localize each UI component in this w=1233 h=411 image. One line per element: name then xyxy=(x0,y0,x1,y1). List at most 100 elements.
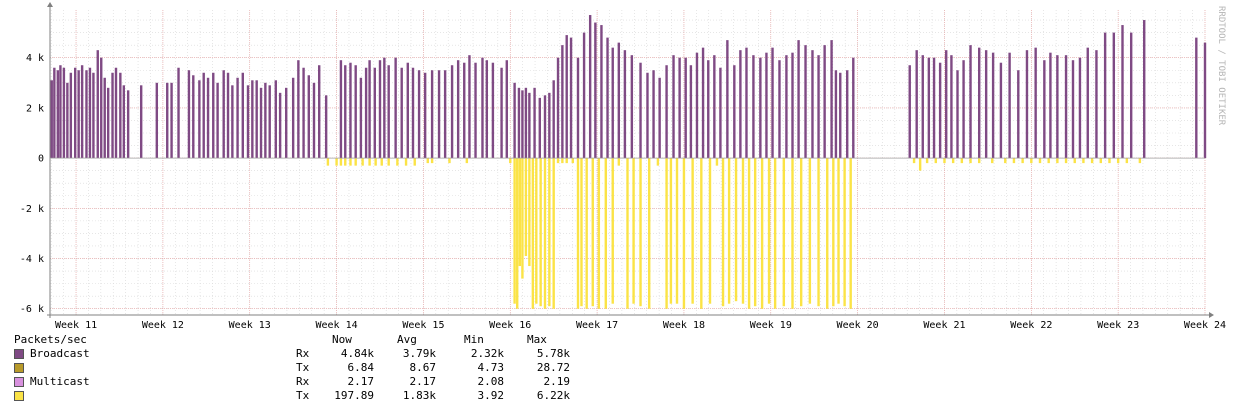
tx-bar xyxy=(799,158,803,307)
rx-bar xyxy=(852,57,855,159)
rx-bar xyxy=(1095,50,1098,159)
rx-bar xyxy=(485,60,489,159)
rx-bar xyxy=(344,65,347,159)
rx-bar xyxy=(513,82,516,159)
rx-bar xyxy=(302,67,305,159)
tx-bar xyxy=(960,158,964,164)
tx-bar xyxy=(767,158,771,304)
tx-bar xyxy=(354,158,357,166)
rx-bar xyxy=(77,70,80,159)
rx-bar xyxy=(62,67,66,159)
rx-bar xyxy=(187,70,191,159)
tx-bar xyxy=(339,158,343,166)
rx-bar xyxy=(582,32,586,159)
rx-bar xyxy=(565,35,568,159)
rx-bar xyxy=(437,70,441,159)
tx-bar xyxy=(817,158,820,307)
rx-bar xyxy=(481,57,484,159)
tx-bar xyxy=(426,158,429,164)
rx-bar xyxy=(927,57,931,159)
tx-bar xyxy=(715,158,719,166)
tx-bar xyxy=(1047,158,1050,164)
tx-bar xyxy=(782,158,786,307)
legend: Packets/sec Now Avg Min Max Broadcast Rx 4… xyxy=(14,333,634,408)
rx-bar xyxy=(312,82,316,159)
tx-bar xyxy=(571,158,574,164)
tx-bar xyxy=(675,158,679,304)
rx-bar xyxy=(1203,42,1207,159)
rx-bar xyxy=(450,65,454,159)
tx-bar xyxy=(912,158,916,164)
tx-bar xyxy=(543,158,547,309)
legend-min: 2.08 xyxy=(477,375,505,388)
legend-swatch xyxy=(14,363,24,373)
rx-bar xyxy=(88,67,92,159)
rx-bar xyxy=(611,47,614,159)
tx-bar xyxy=(556,158,560,164)
rx-bar xyxy=(1086,47,1089,159)
tx-bar xyxy=(509,158,512,164)
rx-bar xyxy=(978,47,981,159)
rx-bar xyxy=(695,52,699,159)
rx-bar xyxy=(474,62,477,159)
rx-bar xyxy=(359,77,363,159)
rx-bar xyxy=(689,65,693,159)
tx-bar xyxy=(1064,158,1068,164)
x-tick-label: Week 12 xyxy=(142,320,184,330)
legend-header-row: Now Avg Min Max xyxy=(14,333,634,347)
tx-bar xyxy=(344,158,347,166)
rx-bar xyxy=(278,92,282,159)
tx-bar xyxy=(665,158,668,309)
tx-bar xyxy=(1012,158,1016,164)
tx-bar xyxy=(580,158,583,307)
tx-bar xyxy=(591,158,594,307)
tx-bar xyxy=(374,158,377,166)
rx-bar xyxy=(274,80,277,159)
rx-bar xyxy=(665,65,668,159)
tx-bar xyxy=(349,158,352,166)
chart-axes xyxy=(47,2,1214,318)
legend-series-name: Broadcast xyxy=(30,347,90,360)
x-tick-label: Week 18 xyxy=(663,320,705,330)
tx-bar xyxy=(639,158,642,307)
rx-bar xyxy=(752,55,755,159)
rx-bar xyxy=(100,57,103,159)
rx-bar xyxy=(561,45,564,159)
rx-bar xyxy=(517,87,521,159)
rx-bar xyxy=(569,37,573,159)
legend-now: 197.89 xyxy=(334,389,374,402)
tx-bar xyxy=(387,158,390,166)
tx-bar xyxy=(465,158,469,164)
rx-bar xyxy=(969,45,972,159)
tx-bar xyxy=(721,158,725,307)
legend-min: 4.73 xyxy=(477,361,505,374)
rx-bar xyxy=(938,62,942,159)
rx-bar xyxy=(177,67,180,159)
rx-bar xyxy=(521,90,524,159)
rx-bar xyxy=(106,87,110,159)
x-tick-labels: Week 11 Week 12 Week 13 Week 14 Week 15 Week … xyxy=(55,320,1226,330)
rx-bar xyxy=(307,75,310,159)
tx-bar xyxy=(837,158,840,304)
tx-bar xyxy=(669,158,673,304)
traffic-chart: 4 k2 k0-2 k-4 k-6 k Week 11 Week 12 Week 1… xyxy=(20,2,1226,330)
rx-bar xyxy=(785,55,788,159)
legend-direction: Tx xyxy=(296,361,310,374)
rx-bar xyxy=(170,82,173,159)
rx-bar xyxy=(423,72,427,159)
rx-bar xyxy=(411,67,415,159)
rx-bar xyxy=(1121,25,1124,159)
rx-bar xyxy=(222,70,225,159)
tx-bar xyxy=(368,158,371,166)
legend-min: 2.32k xyxy=(470,347,504,360)
x-tick-label: Week 11 xyxy=(55,320,97,330)
x-tick-label: Week 22 xyxy=(1010,320,1052,330)
tx-bar xyxy=(396,158,399,166)
y-tick-label: -4 k xyxy=(20,254,44,265)
rx-bar xyxy=(950,55,953,159)
rx-bar xyxy=(56,70,60,159)
tx-bar xyxy=(361,158,364,166)
rx-bar xyxy=(1195,37,1198,159)
rx-bar xyxy=(817,55,820,159)
rx-bar xyxy=(543,95,547,159)
